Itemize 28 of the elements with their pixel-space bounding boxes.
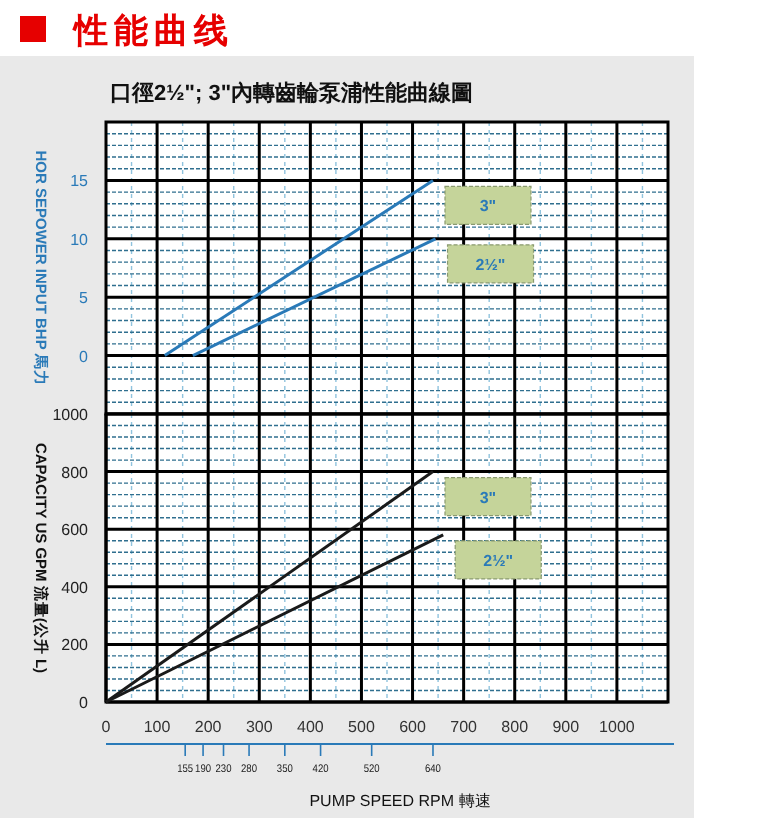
y-tick-label: 10 — [70, 230, 90, 249]
y-tick-label: 800 — [61, 463, 90, 482]
y-tick-label: 200 — [61, 636, 90, 655]
y-tick-label: 600 — [61, 521, 90, 540]
x-tick-label: 800 — [501, 718, 530, 736]
x-tick-label: 600 — [399, 718, 427, 736]
text: 3" — [479, 197, 497, 216]
y-tick-label: 1000 — [52, 406, 90, 424]
x-tick-label: 100 — [143, 718, 172, 736]
x-tick-label: 1000 — [599, 718, 636, 736]
y-tick-label: 400 — [61, 578, 90, 597]
x-tick-label: 700 — [450, 718, 479, 736]
chart-title: 性能曲线 — [72, 12, 234, 50]
text: 3" — [479, 488, 497, 507]
y-tick-label: 0 — [79, 694, 90, 712]
y-tick-label: 15 — [70, 172, 90, 191]
y-tick-label: 5 — [79, 289, 90, 308]
y-tick-label: 0 — [79, 347, 90, 366]
x2-axis-title: PUMP SPEED RPM 轉速 — [309, 792, 491, 810]
x-tick-label: 200 — [194, 718, 223, 736]
chart-subtitle: 口徑2½"; 3"內轉齒輪泵浦性能曲線圖 — [110, 80, 474, 106]
text: 2½" — [475, 255, 506, 274]
text: 2½" — [483, 551, 514, 570]
x-tick-label: 0 — [101, 718, 112, 736]
x-tick-label: 500 — [348, 718, 376, 736]
x-tick-label: 900 — [552, 718, 581, 736]
x-tick-label: 300 — [245, 718, 274, 736]
x-tick-label: 400 — [297, 718, 325, 736]
